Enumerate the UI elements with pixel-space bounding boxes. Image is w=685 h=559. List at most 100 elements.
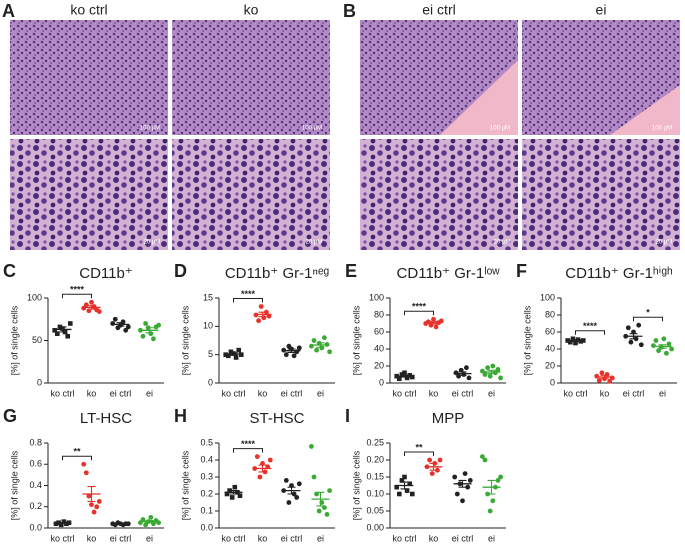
data-point bbox=[148, 514, 154, 520]
data-point bbox=[460, 498, 465, 504]
data-point bbox=[573, 340, 578, 346]
chart-title: CD11b⁺ bbox=[79, 265, 133, 282]
x-tick-label: ei ctrl bbox=[281, 388, 303, 398]
data-point bbox=[568, 339, 573, 345]
x-tick-label: ko ctrl bbox=[563, 388, 587, 398]
data-point bbox=[636, 322, 642, 328]
error-bar bbox=[571, 339, 580, 342]
data-point bbox=[669, 346, 674, 352]
significance-bracket bbox=[633, 316, 663, 322]
x-tick-label: ei bbox=[659, 388, 666, 398]
x-tick-label: ko bbox=[87, 388, 97, 398]
x-tick-label: ei bbox=[488, 533, 495, 543]
data-point bbox=[94, 504, 100, 510]
significance-label: **** bbox=[70, 285, 85, 295]
histology-image bbox=[172, 20, 330, 135]
data-point bbox=[466, 375, 472, 381]
error-bar bbox=[458, 371, 467, 376]
data-point bbox=[462, 471, 468, 476]
error-bar bbox=[229, 352, 238, 356]
y-tick-label: 0.0 bbox=[200, 522, 213, 532]
data-point bbox=[143, 522, 149, 528]
column-label: ei ctrl bbox=[422, 2, 455, 18]
scale-bar-label: 100 µM bbox=[490, 126, 510, 132]
data-point bbox=[83, 470, 89, 476]
error-bar bbox=[229, 490, 238, 495]
panel-letter: I bbox=[345, 406, 350, 426]
panel-letter: E bbox=[345, 261, 357, 281]
x-tick-label: ei ctrl bbox=[623, 388, 645, 398]
x-tick-label: ei bbox=[146, 388, 153, 398]
x-tick-label: ko bbox=[600, 388, 610, 398]
y-tick-label: 0.25 bbox=[366, 437, 384, 447]
data-point bbox=[467, 478, 473, 483]
data-point bbox=[151, 336, 156, 342]
data-point bbox=[65, 333, 70, 339]
data-point bbox=[570, 336, 576, 342]
y-tick-label: 20 bbox=[374, 360, 384, 370]
data-point bbox=[228, 349, 234, 355]
x-tick-label: ko ctrl bbox=[392, 388, 416, 398]
error-bar bbox=[287, 348, 296, 353]
y-axis-label: [%] of single cells bbox=[180, 305, 190, 375]
significance-bracket bbox=[575, 330, 605, 335]
data-point bbox=[226, 353, 231, 359]
data-point bbox=[296, 345, 302, 351]
data-point bbox=[327, 349, 332, 355]
error-bar bbox=[145, 327, 154, 334]
data-point bbox=[286, 500, 292, 505]
panel-letter: C bbox=[3, 261, 16, 281]
x-tick-label: ko ctrl bbox=[50, 388, 74, 398]
data-point bbox=[267, 457, 273, 463]
x-tick-label: ei bbox=[317, 388, 324, 398]
data-point bbox=[407, 373, 412, 378]
y-tick-label: 0.5 bbox=[200, 437, 213, 447]
x-tick-label: ko bbox=[87, 533, 97, 543]
data-point bbox=[464, 365, 469, 371]
data-point bbox=[482, 372, 488, 377]
error-bar bbox=[258, 464, 267, 473]
error-bar bbox=[487, 369, 496, 375]
chart-title: MPP bbox=[432, 410, 465, 427]
histology-image bbox=[522, 139, 680, 250]
data-point bbox=[257, 474, 263, 480]
panel-letter: B bbox=[343, 1, 356, 21]
significance-label: **** bbox=[241, 439, 256, 449]
data-point bbox=[661, 336, 667, 342]
error-bar bbox=[658, 344, 667, 349]
data-point bbox=[156, 322, 162, 328]
data-point bbox=[410, 491, 415, 497]
y-tick-label: 60 bbox=[374, 326, 384, 336]
data-point bbox=[402, 370, 407, 376]
x-tick-label: ko bbox=[258, 533, 268, 543]
y-tick-label: 80 bbox=[374, 309, 384, 319]
data-point bbox=[311, 338, 317, 343]
column-label: ei bbox=[596, 2, 607, 18]
error-bar bbox=[145, 520, 154, 524]
y-tick-label: 0.20 bbox=[366, 454, 384, 464]
data-point bbox=[664, 350, 669, 356]
data-point bbox=[594, 373, 600, 379]
data-point bbox=[91, 509, 97, 515]
data-point bbox=[399, 478, 405, 483]
y-tick-label: 20 bbox=[545, 360, 555, 370]
significance-bracket bbox=[62, 293, 92, 299]
error-bar bbox=[116, 522, 125, 525]
y-axis-label: [%] of single cells bbox=[9, 305, 19, 375]
y-tick-label: 0 bbox=[208, 377, 213, 387]
data-point bbox=[482, 457, 488, 463]
histology-image bbox=[360, 139, 518, 250]
data-point bbox=[427, 457, 432, 463]
x-tick-label: ko bbox=[429, 533, 439, 543]
error-bar bbox=[600, 374, 609, 380]
data-point bbox=[296, 481, 302, 487]
significance-bracket bbox=[62, 455, 92, 461]
data-point bbox=[237, 493, 243, 498]
significance-bracket bbox=[404, 310, 434, 316]
panel-letter: H bbox=[174, 406, 187, 426]
data-point bbox=[112, 316, 118, 322]
x-tick-label: ei bbox=[488, 388, 495, 398]
data-point bbox=[283, 352, 289, 358]
significance-bracket bbox=[233, 448, 263, 453]
scale-bar-label: 20 µM bbox=[656, 240, 673, 246]
